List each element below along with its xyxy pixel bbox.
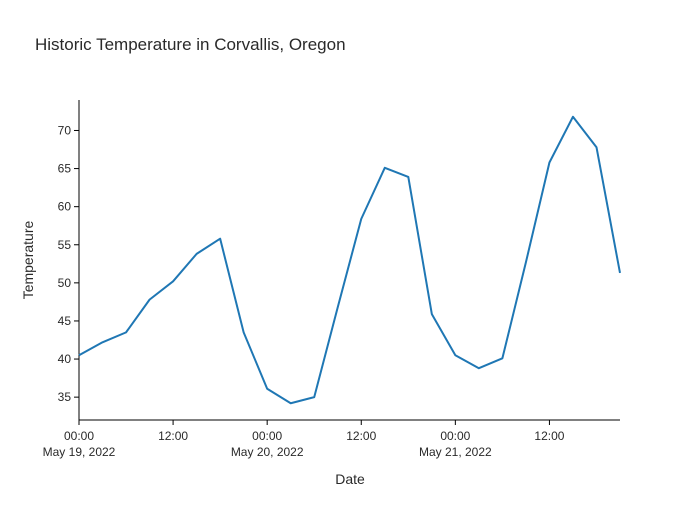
x-tick-label-time: 12:00: [158, 429, 188, 443]
x-tick-label-date: May 19, 2022: [43, 445, 116, 459]
temperature-series-line: [78, 115, 621, 405]
y-tick-label: 45: [58, 314, 72, 328]
y-tick-label: 70: [58, 123, 72, 137]
x-tick-label-time: 00:00: [64, 429, 94, 443]
y-tick-label: 35: [58, 390, 72, 404]
chart-title: Historic Temperature in Corvallis, Orego…: [35, 35, 346, 54]
x-tick-label-time: 00:00: [252, 429, 282, 443]
x-tick-label-time: 12:00: [346, 429, 376, 443]
x-tick-label-date: May 21, 2022: [419, 445, 492, 459]
y-tick-label: 40: [58, 352, 72, 366]
y-tick-label: 65: [58, 162, 72, 176]
x-axis-ticks: 00:00 May 19, 2022 12:00 00:00 May 20, 2022 1…: [43, 420, 565, 459]
x-tick-label-time: 12:00: [534, 429, 564, 443]
y-tick-label: 55: [58, 238, 72, 252]
y-axis-ticks: 35 40 45 50 55 60 65 70: [58, 123, 79, 404]
y-tick-label: 60: [58, 200, 72, 214]
x-tick-label-time: 00:00: [440, 429, 470, 443]
y-tick-label: 50: [58, 276, 72, 290]
x-axis-title: Date: [335, 471, 365, 487]
x-tick-label-date: May 20, 2022: [231, 445, 304, 459]
y-axis-title: Temperature: [20, 220, 36, 299]
